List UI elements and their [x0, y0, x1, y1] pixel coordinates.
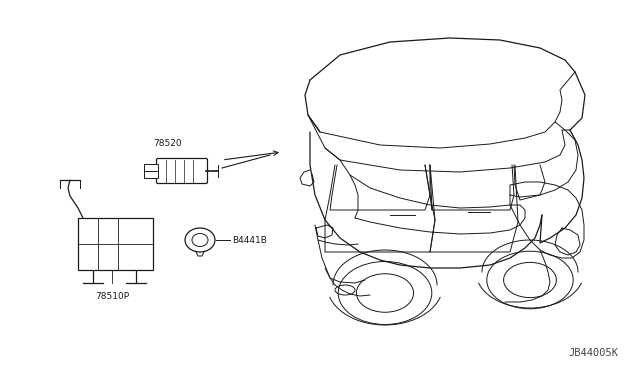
FancyBboxPatch shape	[157, 158, 207, 183]
Text: 78520: 78520	[154, 139, 182, 148]
Text: JB44005K: JB44005K	[568, 348, 618, 358]
Text: B4441B: B4441B	[232, 235, 267, 244]
Text: 78510P: 78510P	[95, 292, 129, 301]
Bar	[78, 218, 153, 270]
FancyBboxPatch shape	[144, 164, 158, 178]
